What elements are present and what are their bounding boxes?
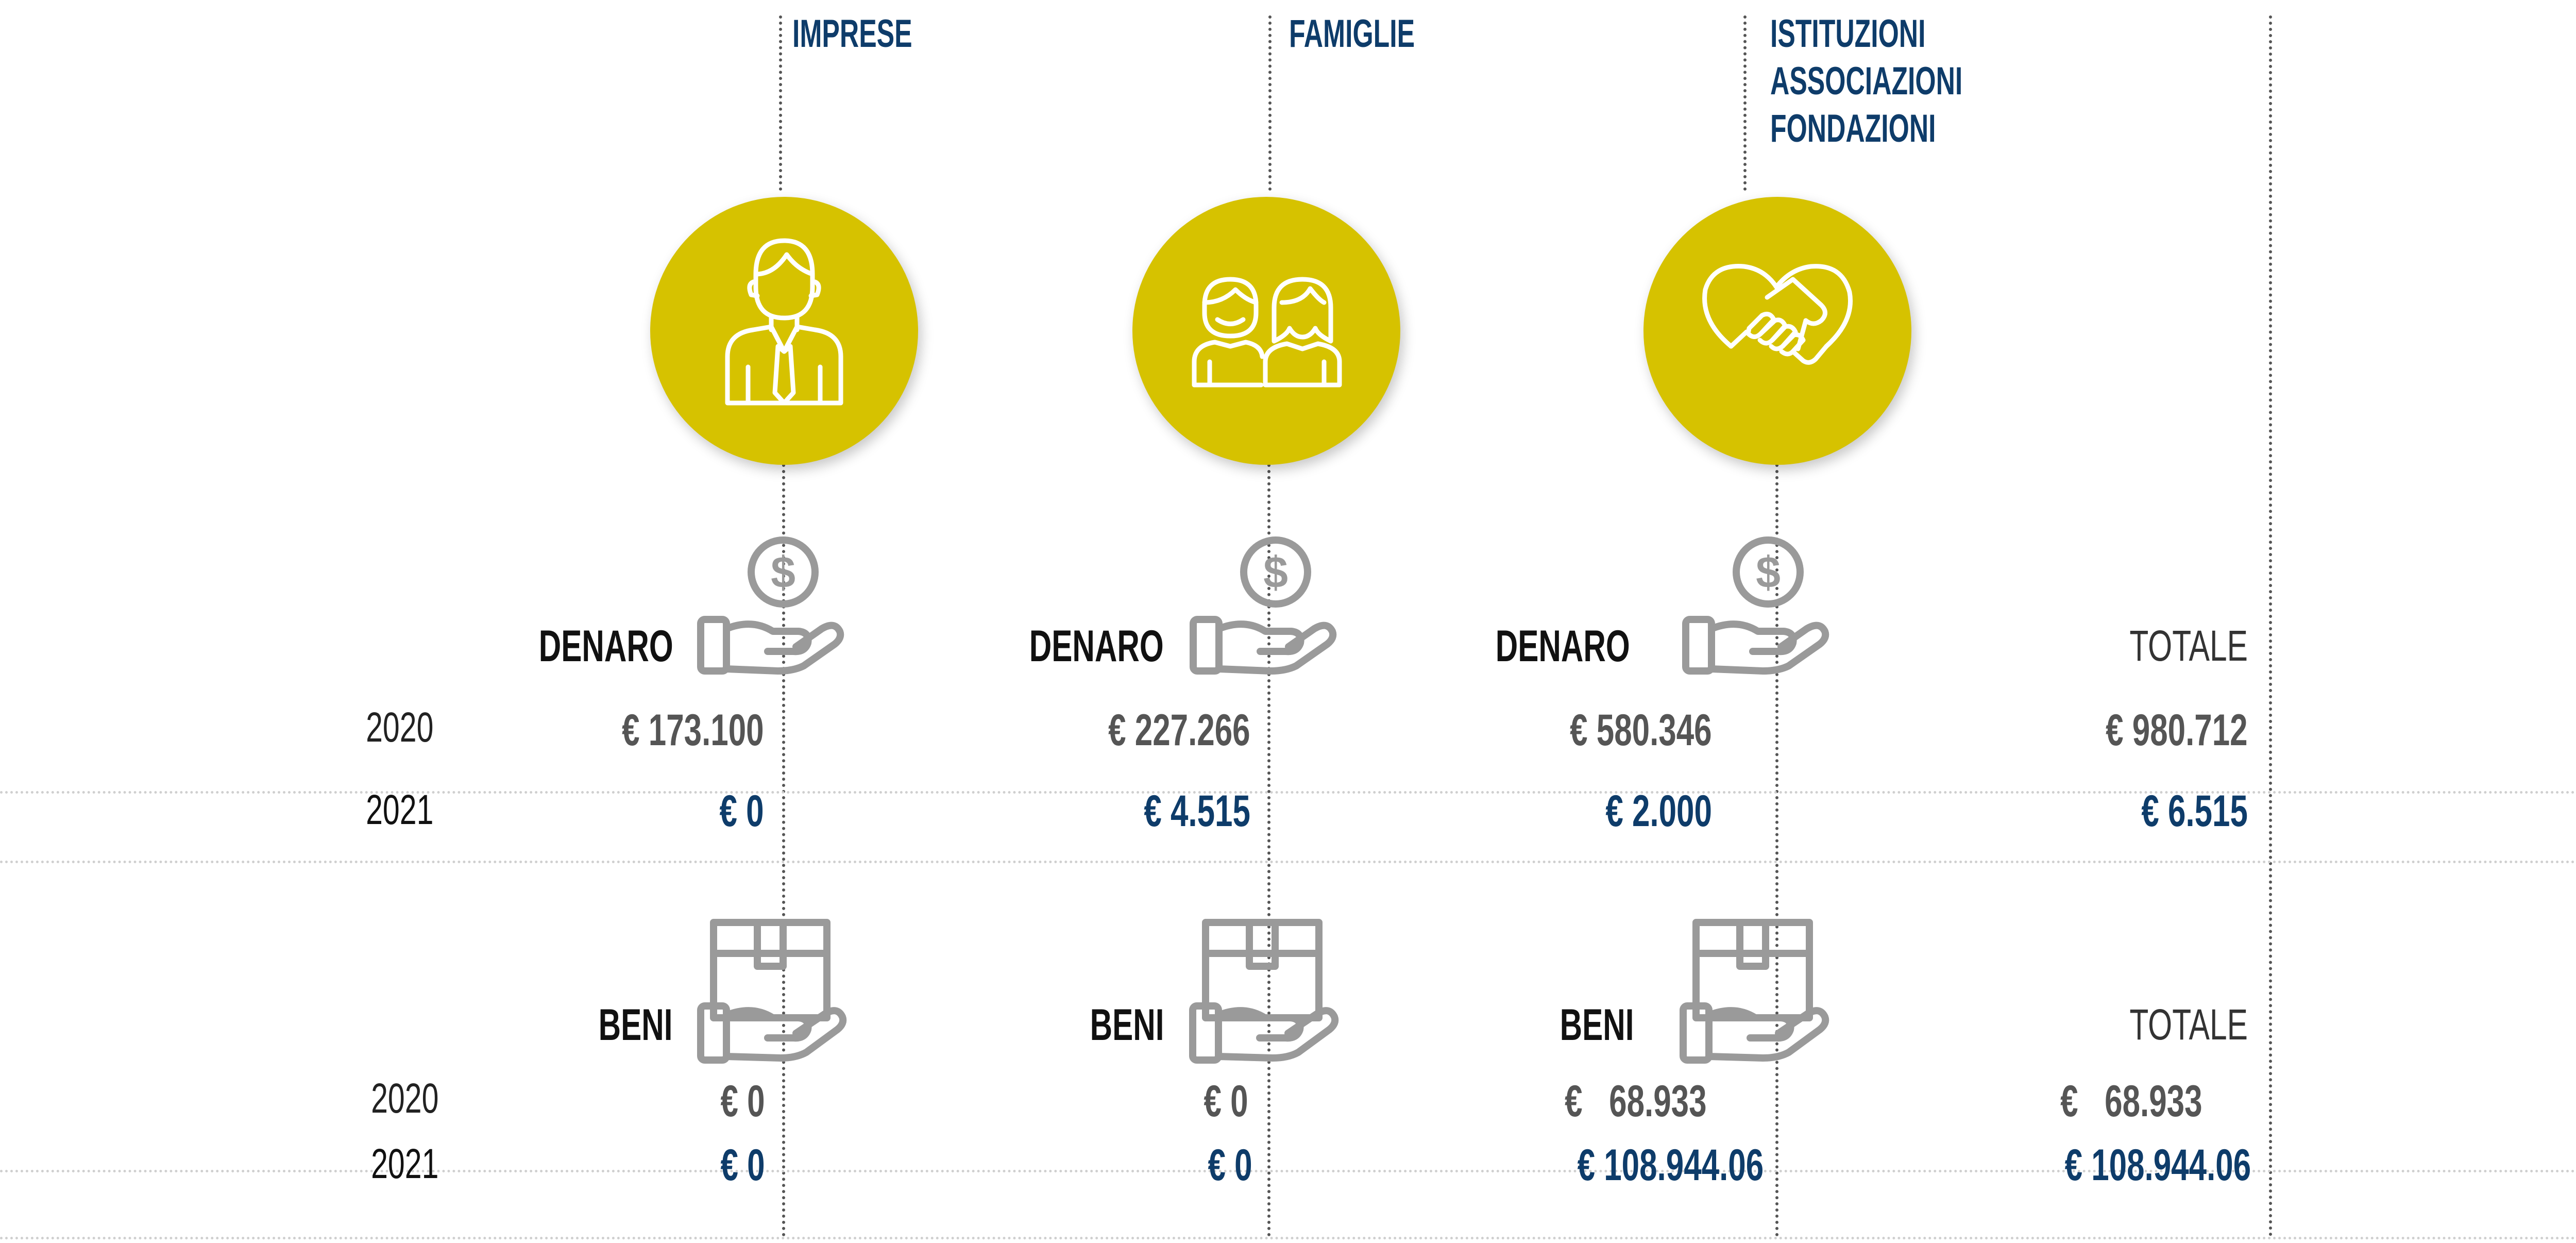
beni-label-imprese: BENI: [598, 1000, 672, 1050]
denaro-2021-famiglie: € 4.515: [1144, 786, 1250, 836]
beni-2021-totale: € 108.944.06: [2064, 1140, 2251, 1190]
family-icon: [1192, 277, 1342, 388]
denaro-2020-totale: € 980.712: [2106, 706, 2248, 755]
svg-text:$: $: [1756, 548, 1781, 597]
row-divider-denaro-2021-bottom: [0, 861, 2576, 863]
hand-coin-icon: $: [1682, 536, 1829, 675]
hand-box-icon: [1680, 919, 1829, 1064]
denaro-label-imprese: DENARO: [539, 622, 673, 671]
denaro-2020-istituzioni: € 580.346: [1570, 706, 1712, 755]
famiglie-circle: [1132, 197, 1400, 465]
denaro-2021-istituzioni: € 2.000: [1605, 786, 1712, 836]
hand-box-icon: [697, 919, 847, 1064]
svg-text:$: $: [771, 548, 795, 597]
imprese-circle: [650, 197, 918, 465]
hand-box-icon: [1189, 919, 1339, 1064]
divider-imprese-lower: [782, 464, 785, 1237]
divider-istituzioni: [1743, 15, 1747, 191]
divider-imprese: [779, 15, 782, 191]
hand-coin-icon: $: [697, 536, 844, 675]
category-title-famiglie: FAMIGLIE: [1289, 12, 1415, 56]
denaro-2021-imprese: € 0: [719, 786, 764, 836]
beni-2021-imprese: € 0: [720, 1140, 765, 1190]
denaro-label-famiglie: DENARO: [1029, 622, 1164, 671]
divider-famiglie-lower: [1267, 464, 1270, 1237]
businessman-icon: [725, 238, 843, 406]
divider-totale: [2269, 15, 2272, 1237]
beni-2021-istituzioni: € 108.944.06: [1577, 1140, 1764, 1190]
row-divider-denaro-2021-top: [0, 791, 2576, 794]
denaro-year-2021: 2021: [365, 786, 433, 833]
divider-istituzioni-lower: [1775, 464, 1778, 1237]
divider-famiglie: [1268, 15, 1272, 191]
denaro-year-2020: 2020: [365, 704, 433, 751]
beni-2021-famiglie: € 0: [1208, 1140, 1252, 1190]
istituzioni-circle: [1643, 197, 1911, 465]
row-divider-beni-2021: [0, 1170, 2576, 1172]
beni-2020-istituzioni: € 68.933: [1565, 1077, 1707, 1126]
beni-2020-totale: € 68.933: [2060, 1077, 2202, 1126]
beni-total-label: TOTALE: [2129, 1000, 2248, 1049]
beni-label-istituzioni: BENI: [1560, 1000, 1634, 1050]
beni-2020-imprese: € 0: [720, 1077, 765, 1126]
denaro-label-istituzioni: DENARO: [1496, 622, 1630, 671]
category-title-imprese: IMPRESE: [792, 12, 912, 56]
beni-label-famiglie: BENI: [1090, 1000, 1164, 1050]
svg-text:$: $: [1263, 548, 1288, 597]
beni-2020-famiglie: € 0: [1204, 1077, 1248, 1126]
row-divider-bottom: [0, 1237, 2576, 1239]
beni-year-2021: 2021: [370, 1140, 438, 1187]
category-title-istituzioni: ISTITUZIONI ASSOCIAZIONI FONDAZIONI: [1770, 12, 1963, 150]
beni-year-2020: 2020: [370, 1075, 438, 1122]
hand-coin-icon: $: [1190, 536, 1337, 675]
denaro-total-label: TOTALE: [2129, 622, 2248, 670]
denaro-2021-totale: € 6.515: [2141, 786, 2248, 836]
denaro-2020-imprese: € 173.100: [622, 706, 764, 755]
heart-handshake-icon: [1702, 264, 1853, 365]
denaro-2020-famiglie: € 227.266: [1108, 706, 1250, 755]
